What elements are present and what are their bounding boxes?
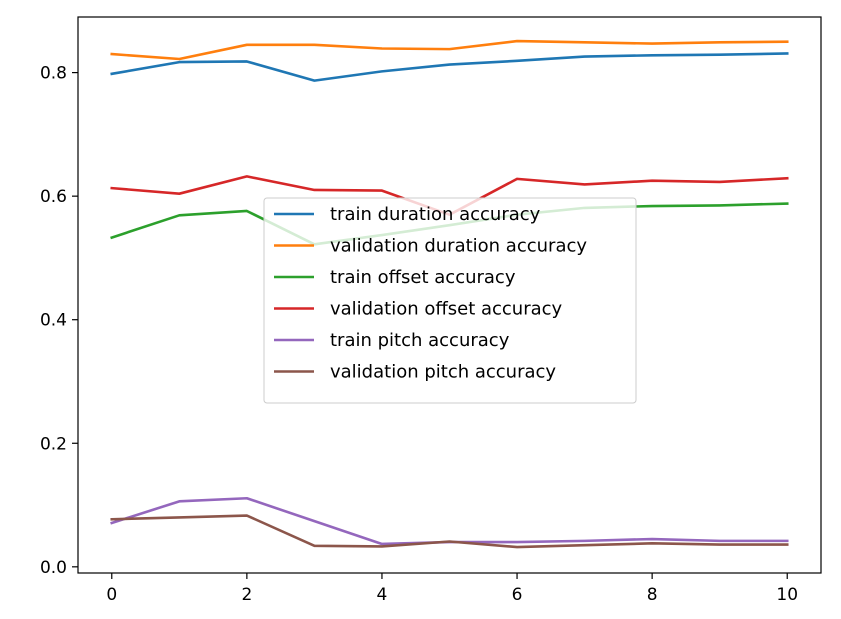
y-tick-label-2: 0.4 — [40, 311, 67, 331]
series-line-1 — [110, 39, 789, 61]
series-line-4 — [110, 496, 789, 546]
legend-label-3: validation offset accuracy — [330, 299, 563, 320]
x-tick-label-1: 2 — [241, 585, 252, 605]
legend-label-2: train offset accuracy — [330, 267, 516, 288]
legend-box — [263, 197, 637, 404]
plot-area-frame — [77, 16, 822, 574]
x-axis: 0 2 4 6 8 10 — [106, 573, 798, 605]
legend-label-1: validation duration accuracy — [330, 236, 587, 257]
legend-label-4: train pitch accuracy — [330, 330, 510, 351]
y-tick-label-4: 0.8 — [40, 64, 67, 84]
legend-label-5: validation pitch accuracy — [330, 362, 556, 383]
x-tick-label-3: 6 — [512, 585, 523, 605]
x-tick-label-2: 4 — [377, 585, 388, 605]
y-tick-label-1: 0.2 — [40, 434, 67, 454]
y-tick-label-0: 0.0 — [40, 558, 67, 578]
legend: train duration accuracy validation durati… — [263, 197, 637, 404]
series-line-0 — [110, 52, 789, 82]
x-tick-label-5: 10 — [776, 585, 798, 605]
series-line-5 — [110, 514, 789, 549]
x-tick-label-4: 8 — [647, 585, 658, 605]
x-tick-label-0: 0 — [106, 585, 117, 605]
y-axis: 0.0 0.2 0.4 0.6 0.8 — [40, 64, 78, 578]
y-tick-label-3: 0.6 — [40, 187, 67, 207]
legend-label-0: train duration accuracy — [330, 204, 541, 225]
